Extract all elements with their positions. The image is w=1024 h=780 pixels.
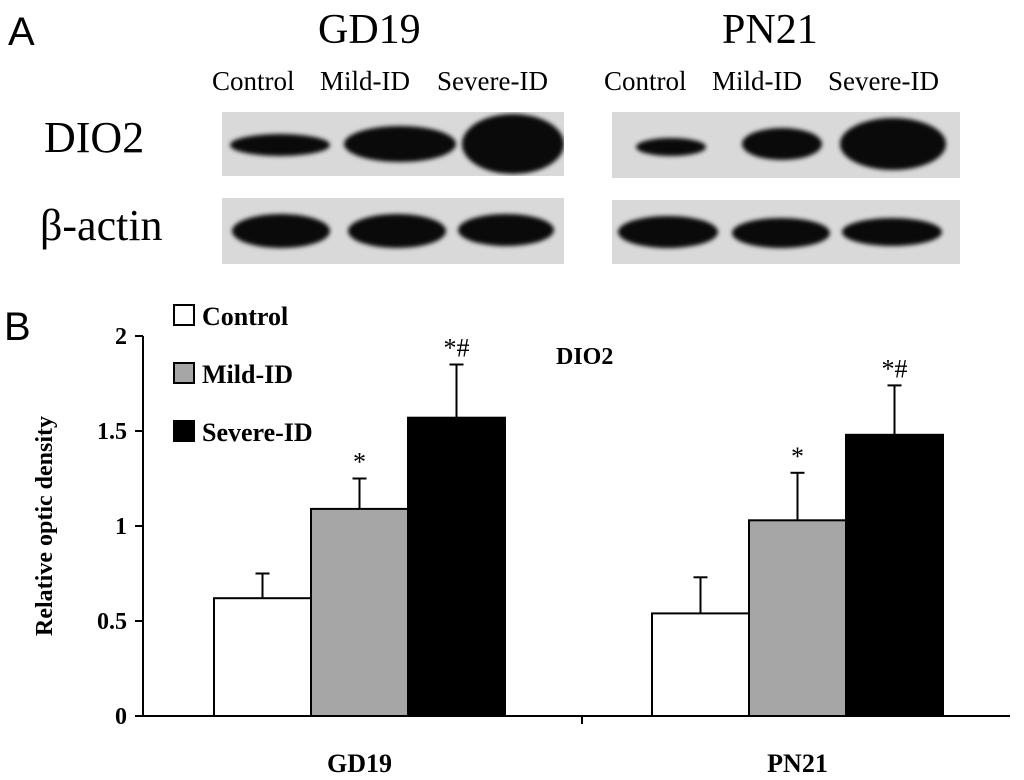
band-pn21-actin-severe	[842, 218, 942, 246]
lane-label-gd19-severe: Severe-ID	[437, 66, 548, 96]
row-label-beta-actin: β-actin	[40, 201, 163, 250]
blot-gd19-dio2	[222, 112, 564, 176]
y-tick-label: 2	[115, 324, 127, 350]
panel-b-letter: B	[4, 305, 31, 349]
lane-label-gd19-control: Control	[212, 66, 295, 96]
lane-label-pn21-control: Control	[604, 66, 687, 96]
legend-swatch-control	[173, 304, 195, 326]
band-pn21-actin-control	[618, 216, 718, 248]
y-tick-label: 0.5	[97, 609, 127, 635]
legend-swatch-mild-id	[173, 362, 195, 384]
chart-title: DIO2	[556, 344, 613, 370]
band-gd19-dio2-mild	[344, 126, 456, 162]
band-pn21-dio2-severe	[840, 118, 946, 170]
x-category-label-gd19: GD19	[327, 749, 392, 778]
band-pn21-actin-mild	[732, 218, 830, 248]
bar-pn21-severe-id	[845, 433, 944, 718]
blot-pn21-actin	[612, 200, 960, 264]
row-label-dio2: DIO2	[44, 113, 145, 162]
band-gd19-dio2-severe	[462, 114, 564, 174]
significance-mark: *	[791, 442, 804, 471]
y-tick-label: 0	[115, 704, 127, 730]
legend-label-severe-id: Severe-ID	[202, 418, 313, 447]
band-gd19-dio2-control	[230, 134, 330, 156]
lane-label-pn21-severe: Severe-ID	[828, 66, 939, 96]
bar-gd19-severe-id	[407, 416, 506, 717]
band-pn21-dio2-control	[636, 138, 706, 156]
bar-gd19-mild-id	[310, 507, 409, 717]
band-gd19-actin-severe	[458, 214, 554, 246]
legend-label-control: Control	[202, 302, 288, 331]
legend-label-mild-id: Mild-ID	[202, 360, 293, 389]
significance-mark: *	[353, 448, 366, 477]
band-pn21-dio2-mild	[742, 128, 822, 160]
significance-mark: *#	[882, 354, 908, 383]
blot-gd19-actin	[222, 198, 564, 264]
lane-label-gd19-mild: Mild-ID	[320, 66, 410, 96]
dio2-bar-chart: 0 0.5 1 1.5 2 Relative optic density * *# GD19 * *…	[32, 302, 1010, 778]
significance-mark: *#	[444, 334, 470, 363]
bar-pn21-mild-id	[748, 519, 847, 717]
bar-gd19-control	[213, 597, 312, 718]
panel-a-letter: A	[8, 10, 35, 54]
lane-label-pn21-mild: Mild-ID	[712, 66, 802, 96]
blot-title-pn21: PN21	[722, 7, 818, 53]
y-tick-label: 1.5	[97, 419, 127, 445]
y-axis-label: Relative optic density	[32, 416, 58, 636]
y-tick-label: 1	[115, 514, 127, 540]
legend-swatch-severe-id	[173, 420, 195, 442]
x-category-label-pn21: PN21	[767, 749, 828, 778]
band-gd19-actin-mild	[348, 214, 446, 248]
band-gd19-actin-control	[232, 214, 330, 248]
blot-pn21-dio2	[612, 112, 960, 178]
blot-title-gd19: GD19	[318, 7, 421, 53]
bar-pn21-control	[651, 612, 750, 717]
